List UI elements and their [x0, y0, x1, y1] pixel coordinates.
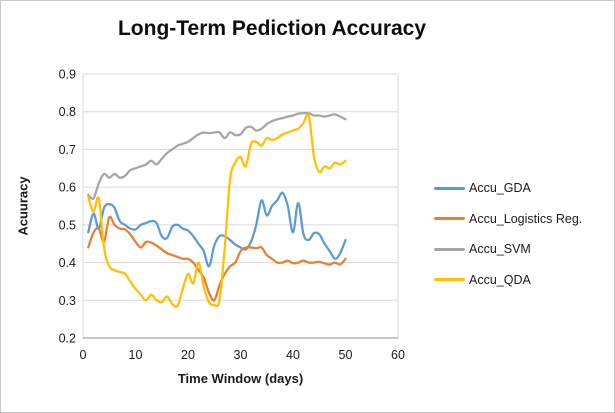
legend-swatch [434, 186, 465, 190]
chart-title: Long-Term Pediction Accuracy [117, 17, 427, 40]
legend-label: Accu_SVM [469, 242, 531, 257]
y-tick-label: 0.4 [59, 256, 76, 270]
series-line-accu-qda [87, 112, 347, 309]
y-tick-label: 0.6 [59, 181, 76, 195]
legend-swatch [434, 217, 465, 221]
y-tick-label: 0.9 [59, 68, 76, 82]
legend-swatch [434, 278, 465, 282]
x-tick-label: 60 [391, 348, 405, 362]
plot-border [82, 73, 399, 339]
x-tick-label: 20 [181, 348, 195, 362]
x-tick-label: 40 [286, 348, 300, 362]
x-tick-label: 10 [129, 348, 143, 362]
y-tick-label: 0.2 [59, 332, 76, 346]
y-tick-label: 0.5 [59, 218, 76, 232]
legend-item-accu-qda: Accu_QDA [434, 265, 582, 296]
x-tick-label: 30 [234, 348, 248, 362]
legend-item-accu-gda: Accu_GDA [434, 173, 582, 204]
y-tick-label: 0.3 [59, 294, 76, 308]
y-tick-label: 0.8 [59, 105, 76, 119]
series-line-accu-svm [87, 111, 347, 200]
series-line-accu-logistics-reg- [87, 215, 347, 302]
legend-label: Accu_Logistics Reg. [469, 211, 583, 226]
series-line-accu-gda [87, 191, 347, 268]
x-tick-label: 50 [339, 348, 353, 362]
y-tick-label: 0.7 [59, 143, 76, 157]
x-tick-label: 0 [80, 348, 87, 362]
legend-item-accu-svm: Accu_SVM [434, 234, 582, 265]
legend-item-accu-logistics-reg-: Accu_Logistics Reg. [434, 204, 582, 235]
x-axis-title: Time Window (days) [177, 371, 304, 386]
legend-label: Accu_QDA [469, 272, 531, 287]
legend-swatch [434, 247, 465, 251]
legend: Accu_GDA Accu_Logistics Reg. Accu_SVM Accu_… [434, 173, 582, 295]
legend-label: Accu_GDA [469, 181, 531, 196]
